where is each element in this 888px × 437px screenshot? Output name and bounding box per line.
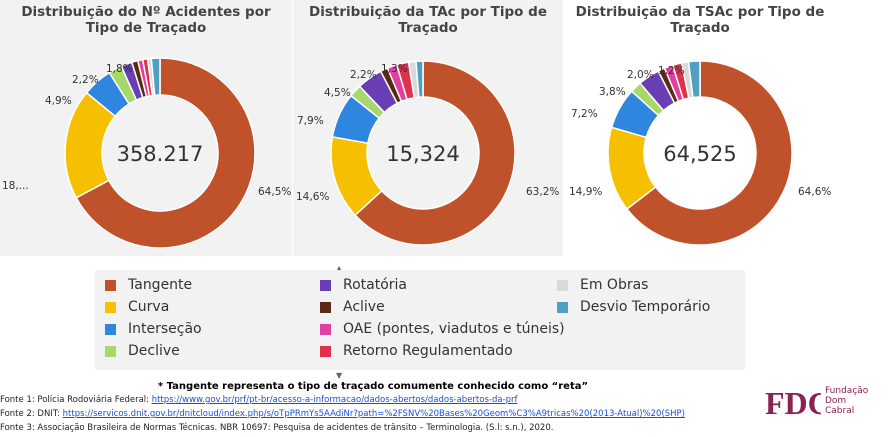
- legend-label: Interseção: [128, 321, 202, 337]
- legend-item-declive[interactable]: Declive: [105, 341, 180, 361]
- chart-panel-tsac: Distribuição da TSAc por Tipo de Traçado…: [564, 0, 836, 256]
- donut-slice-desvio-tempor-rio[interactable]: [415, 60, 424, 98]
- donut-data-label: 7,9%: [297, 115, 324, 127]
- donut-data-label: 1,3%: [381, 63, 408, 75]
- donut-data-label: 14,6%: [296, 191, 329, 203]
- donut-slice-tangente[interactable]: [625, 60, 793, 246]
- donut-data-label: 4,5%: [324, 87, 351, 99]
- source-3: Fonte 3: Associação Brasileira de Normas…: [0, 423, 553, 433]
- legend-item-aclive[interactable]: Aclive: [320, 297, 385, 317]
- legend-item-curva[interactable]: Curva: [105, 297, 169, 317]
- legend-label: Em Obras: [580, 277, 649, 293]
- donut-data-label: 2,0%: [627, 69, 654, 81]
- legend-swatch: [320, 301, 331, 313]
- fdc-logo-mark: FDC: [765, 385, 831, 421]
- donut-data-label: 1,2%: [658, 65, 685, 77]
- legend-label: Rotatória: [343, 277, 408, 293]
- legend-item-retorno[interactable]: Retorno Regulamentado: [320, 341, 513, 361]
- legend-item-rotatoria[interactable]: Rotatória: [320, 275, 407, 295]
- donut-data-label: 18,...: [2, 180, 29, 192]
- donut-slice-tangente[interactable]: [75, 57, 256, 249]
- legend-item-desvio[interactable]: Desvio Temporário: [557, 297, 710, 317]
- donut-data-label: 3,8%: [599, 86, 626, 98]
- legend-swatch: [557, 279, 568, 291]
- legend-label: Aclive: [343, 299, 385, 315]
- footnote: * Tangente representa o tipo de traçado …: [157, 381, 589, 392]
- legend-swatch: [105, 345, 116, 357]
- legend-scroll-up-icon[interactable]: ▲: [336, 264, 343, 273]
- legend-swatch: [557, 301, 568, 313]
- logo-mark-text: FDC: [765, 386, 821, 420]
- legend-label: Tangente: [128, 277, 193, 293]
- chart-title: Distribuição do Nº Acidentes por Tipo de…: [21, 4, 271, 36]
- chart-legend: Tangente Curva Interseção Declive Rotató…: [95, 270, 745, 370]
- source-2: Fonte 2: DNIT: https://servicos.dnit.gov…: [0, 409, 685, 419]
- legend-swatch: [105, 301, 116, 313]
- donut-data-label: 7,2%: [571, 108, 598, 120]
- legend-item-tangente[interactable]: Tangente: [105, 275, 192, 295]
- donut-data-label: 4,9%: [45, 95, 72, 107]
- donut-slice-desvio-tempor-rio[interactable]: [150, 57, 161, 97]
- donut-data-label: 2,2%: [350, 69, 377, 81]
- logo-line: Fundação: [825, 386, 869, 396]
- source-prefix: Fonte 2: DNIT:: [0, 409, 63, 419]
- donut-data-label: 63,2%: [526, 186, 559, 198]
- source-prefix: Fonte 1: Polícia Rodoviária Federal:: [0, 395, 152, 405]
- legend-swatch: [105, 323, 116, 335]
- legend-scroll-down-icon[interactable]: ▼: [336, 371, 343, 380]
- legend-item-oae[interactable]: OAE (pontes, viadutos e túneis): [320, 319, 565, 339]
- legend-swatch: [320, 345, 331, 357]
- legend-label: Curva: [128, 299, 170, 315]
- donut-data-label: 64,6%: [798, 186, 831, 198]
- source-1: Fonte 1: Polícia Rodoviária Federal: htt…: [0, 395, 518, 405]
- chart-title: Distribuição da TAc por Tipo de Traçado: [309, 4, 547, 36]
- logo-line: Dom: [825, 396, 847, 406]
- legend-swatch: [320, 279, 331, 291]
- donut-center-value: 358.217: [117, 142, 204, 166]
- donut-slice-tangente[interactable]: [354, 60, 516, 246]
- source-prefix: Fonte 3: Associação Brasileira de Normas…: [0, 423, 554, 433]
- fdc-logo: FDC Fundação Dom Cabral: [765, 385, 883, 426]
- legend-item-intersecao[interactable]: Interseção: [105, 319, 202, 339]
- legend-label: Desvio Temporário: [580, 299, 711, 315]
- legend-label: OAE (pontes, viadutos e túneis): [343, 321, 565, 337]
- source-link[interactable]: https://servicos.dnit.gov.br/dnitcloud/i…: [62, 409, 685, 419]
- chart-panel-accidents: Distribuição do Nº Acidentes por Tipo de…: [0, 0, 292, 256]
- donut-center-value: 64,525: [663, 142, 736, 166]
- logo-text: Fundação Dom Cabral: [825, 386, 868, 416]
- legend-label: Declive: [128, 343, 180, 359]
- donut-data-label: 14,9%: [569, 186, 602, 198]
- chart-title: Distribuição da TSAc por Tipo de Traçado: [575, 4, 825, 36]
- legend-label: Retorno Regulamentado: [343, 343, 513, 359]
- donut-slice-desvio-tempor-rio[interactable]: [687, 60, 701, 99]
- donut-data-label: 2,2%: [72, 74, 99, 86]
- legend-swatch: [105, 279, 116, 291]
- legend-item-em-obras[interactable]: Em Obras: [557, 275, 648, 295]
- donut-chart-accidents: 358.217 64,5% 18,... 4,9%2,2% 1,8%: [2, 57, 291, 249]
- logo-line: Cabral: [825, 406, 855, 416]
- chart-panel-tac: Distribuição da TAc por Tipo de Traçado …: [293, 0, 563, 256]
- donut-chart-tsac: 64,525 64,6% 14,9% 7,2%3,8%2,0% 1,2%: [569, 60, 831, 246]
- donut-chart-tac: 15,324 63,2% 14,6% 7,9% 4,5% 2,2% 1,3%: [296, 60, 559, 246]
- legend-swatch: [320, 323, 331, 335]
- source-link[interactable]: https://www.gov.br/prf/pt-br/acesso-a-in…: [151, 395, 518, 405]
- donut-center-value: 15,324: [386, 142, 459, 166]
- donut-data-label: 64,5%: [258, 186, 291, 198]
- donut-data-label: 1,8%: [106, 63, 133, 75]
